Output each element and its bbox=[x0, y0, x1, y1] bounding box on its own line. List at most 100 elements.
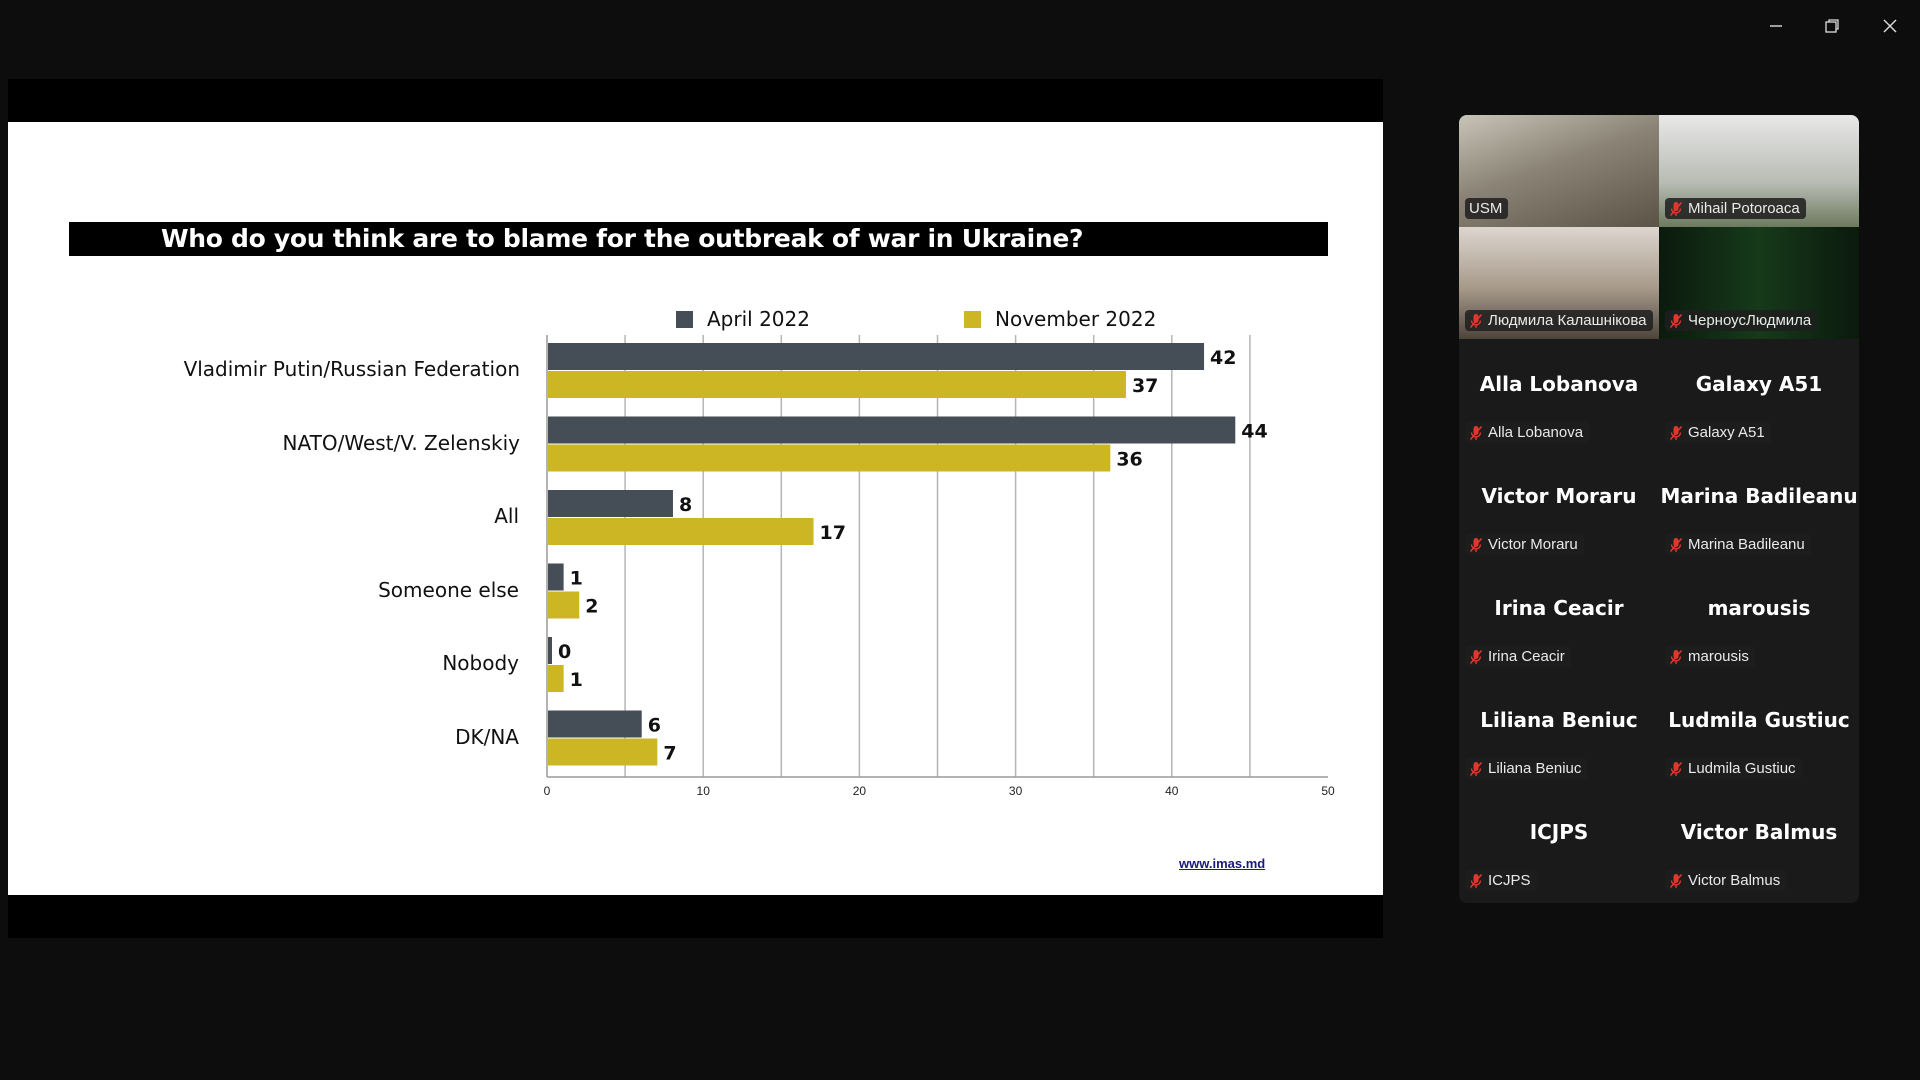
muted-mic-icon bbox=[1469, 761, 1483, 776]
muted-mic-icon bbox=[1669, 201, 1683, 216]
participant-name-tag: USM bbox=[1465, 198, 1509, 219]
participant-name-label: Irina Ceacir bbox=[1488, 648, 1565, 665]
bar-november bbox=[548, 444, 1111, 472]
participant-name-label: Mihail Potoroaca bbox=[1688, 200, 1800, 217]
bar-november bbox=[548, 738, 658, 766]
data-label: 44 bbox=[1241, 421, 1267, 443]
participant-name-tag: Marina Badileanu bbox=[1665, 534, 1811, 555]
data-label: 36 bbox=[1116, 449, 1142, 471]
participant-display-name: Victor Moraru bbox=[1481, 484, 1637, 508]
data-label: 17 bbox=[820, 522, 846, 544]
x-tick-label: 30 bbox=[1009, 784, 1023, 798]
participant-name-tag: Victor Balmus bbox=[1665, 870, 1787, 891]
participant-tile[interactable]: Alla Lobanova Alla Lobanova bbox=[1459, 339, 1659, 451]
muted-mic-icon bbox=[1669, 313, 1683, 328]
participant-tile[interactable]: Ludmila Gustiuc Ludmila Gustiuc bbox=[1659, 675, 1859, 787]
participant-display-name: Irina Ceacir bbox=[1494, 596, 1624, 620]
data-label: 8 bbox=[679, 494, 692, 516]
category-labels: Vladimir Putin/Russian Federation NATO/We… bbox=[8, 122, 528, 895]
participant-name-tag: ICJPS bbox=[1465, 870, 1537, 891]
data-label: 1 bbox=[570, 669, 583, 691]
participant-name-tag: Victor Moraru bbox=[1465, 534, 1584, 555]
bar-april bbox=[548, 710, 642, 738]
muted-mic-icon bbox=[1669, 873, 1683, 888]
source-link[interactable]: www.imas.md bbox=[1179, 856, 1266, 871]
slide-title-bar bbox=[69, 222, 1328, 256]
minimize-icon bbox=[1770, 25, 1782, 27]
participant-tile[interactable]: Galaxy A51 Galaxy A51 bbox=[1659, 339, 1859, 451]
participant-tile[interactable]: Victor Moraru Victor Moraru bbox=[1459, 451, 1659, 563]
muted-mic-icon bbox=[1469, 313, 1483, 328]
close-icon bbox=[1883, 19, 1897, 33]
participant-display-name: Marina Badileanu bbox=[1660, 484, 1858, 508]
data-label: 7 bbox=[663, 743, 676, 765]
participant-name-label: Liliana Beniuc bbox=[1488, 760, 1582, 777]
participant-name-label: Victor Moraru bbox=[1488, 536, 1578, 553]
bar-april bbox=[548, 490, 673, 517]
participant-display-name: marousis bbox=[1707, 596, 1811, 620]
category-label: Someone else bbox=[378, 577, 519, 602]
participant-name-label: Marina Badileanu bbox=[1688, 536, 1805, 553]
participant-display-name: ICJPS bbox=[1529, 820, 1589, 844]
participant-name-label: USM bbox=[1469, 200, 1503, 217]
participant-name-tag: Liliana Beniuc bbox=[1465, 758, 1588, 779]
muted-mic-icon bbox=[1469, 537, 1483, 552]
participant-name-tag: Ludmila Gustiuc bbox=[1665, 758, 1802, 779]
x-tick-label: 20 bbox=[853, 784, 867, 798]
bar-april bbox=[548, 637, 552, 664]
data-label: 37 bbox=[1132, 375, 1158, 397]
participant-display-name: Galaxy A51 bbox=[1695, 372, 1823, 396]
x-tick-label: 40 bbox=[1165, 784, 1179, 798]
muted-mic-icon bbox=[1669, 649, 1683, 664]
bar-november bbox=[548, 518, 814, 545]
participant-tile[interactable]: marousis marousis bbox=[1659, 563, 1859, 675]
participant-tile[interactable]: Irina Ceacir Irina Ceacir bbox=[1459, 563, 1659, 675]
participant-tile[interactable]: Mihail Potoroaca bbox=[1659, 115, 1859, 227]
participant-tile[interactable]: ICJPS ICJPS bbox=[1459, 787, 1659, 899]
bar-april bbox=[548, 416, 1236, 444]
participant-name-label: Galaxy A51 bbox=[1688, 424, 1765, 441]
participant-tile[interactable]: Liliana Beniuc Liliana Beniuc bbox=[1459, 675, 1659, 787]
minimize-button[interactable] bbox=[1756, 12, 1796, 40]
data-label: 1 bbox=[570, 568, 583, 590]
close-button[interactable] bbox=[1870, 12, 1910, 40]
participant-name-tag: Galaxy A51 bbox=[1665, 422, 1771, 443]
legend-swatch-april bbox=[676, 310, 693, 328]
shared-screen: Who do you think are to blame for the ou… bbox=[8, 79, 1383, 938]
participant-tile[interactable]: Victor Balmus Victor Balmus bbox=[1659, 787, 1859, 899]
participant-name-tag: Irina Ceacir bbox=[1465, 646, 1571, 667]
participant-name-label: ICJPS bbox=[1488, 872, 1531, 889]
participant-tile[interactable]: Людмила Калашнікова bbox=[1459, 227, 1659, 339]
category-label: All bbox=[494, 504, 519, 528]
muted-mic-icon bbox=[1669, 761, 1683, 776]
bar-april bbox=[548, 343, 1205, 370]
x-tick-label: 10 bbox=[697, 784, 711, 798]
participant-name-tag: marousis bbox=[1665, 646, 1755, 667]
participant-name-label: marousis bbox=[1688, 648, 1749, 665]
participant-name-tag: Людмила Калашнікова bbox=[1465, 310, 1653, 331]
legend-item-april: April 2022 bbox=[676, 307, 810, 331]
data-label: 6 bbox=[648, 715, 661, 737]
participant-tile[interactable]: ЧерноусЛюдмила bbox=[1659, 227, 1859, 339]
participant-name-tag: Mihail Potoroaca bbox=[1665, 198, 1806, 219]
restore-icon bbox=[1825, 19, 1839, 33]
presentation-slide: Who do you think are to blame for the ou… bbox=[8, 122, 1383, 895]
category-label: NATO/West/V. Zelenskiy bbox=[282, 430, 520, 455]
participant-tile[interactable]: USM bbox=[1459, 115, 1659, 227]
restore-button[interactable] bbox=[1812, 12, 1852, 40]
legend-item-november: November 2022 bbox=[964, 307, 1156, 331]
legend-label-april: April 2022 bbox=[707, 307, 810, 331]
participant-name-tag: ЧерноусЛюдмила bbox=[1665, 310, 1818, 331]
muted-mic-icon bbox=[1469, 425, 1483, 440]
bar-november bbox=[548, 665, 564, 692]
bar-april bbox=[548, 563, 564, 591]
category-label: Vladimir Putin/Russian Federation bbox=[183, 357, 520, 381]
participant-tile[interactable]: Marina Badileanu Marina Badileanu bbox=[1659, 451, 1859, 563]
legend-label-november: November 2022 bbox=[995, 307, 1157, 331]
x-tick-label: 50 bbox=[1321, 784, 1335, 798]
muted-mic-icon bbox=[1469, 649, 1483, 664]
category-label: DK/NA bbox=[455, 724, 519, 749]
participant-gallery: USM Mihail Potoroaca Людмила Калашнікова Че… bbox=[1459, 115, 1859, 903]
participant-display-name: Liliana Beniuc bbox=[1480, 708, 1638, 732]
